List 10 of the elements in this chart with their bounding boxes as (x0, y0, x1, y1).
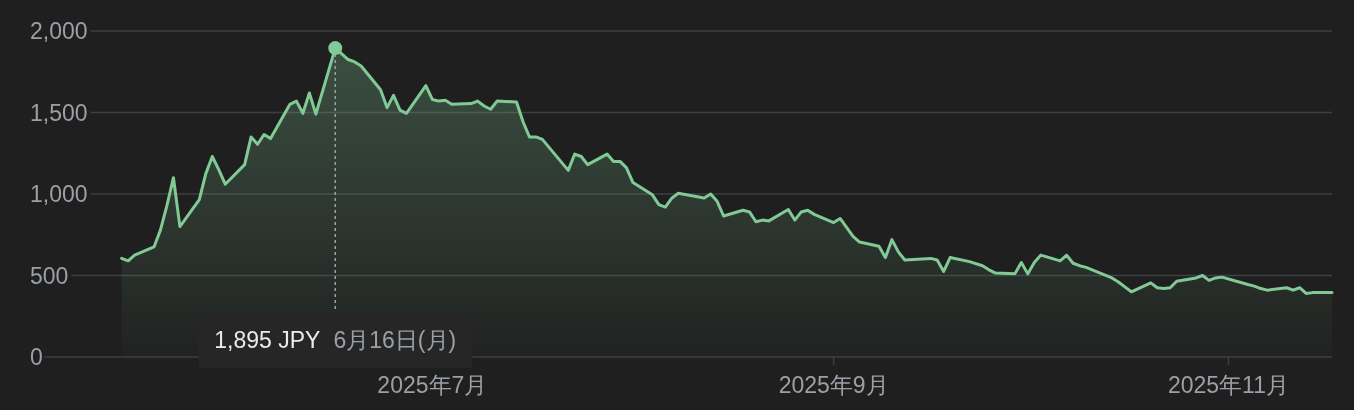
y-tick-label: 2,000 (30, 18, 88, 44)
y-tick-label: 0 (30, 344, 43, 370)
annotation: 6月16日(月) (333, 327, 457, 353)
y-tick-label: 1,500 (30, 99, 88, 126)
y-tick-label: 500 (30, 262, 69, 289)
x-tick-label: 2025年9月 (778, 372, 889, 398)
x-tick-label: 2025年7月 (377, 372, 488, 398)
annotation: 1,895 JPY (214, 327, 321, 353)
x-tick-label: 2025年11月 (1167, 372, 1289, 398)
y-tick-label: 1,000 (30, 181, 88, 207)
